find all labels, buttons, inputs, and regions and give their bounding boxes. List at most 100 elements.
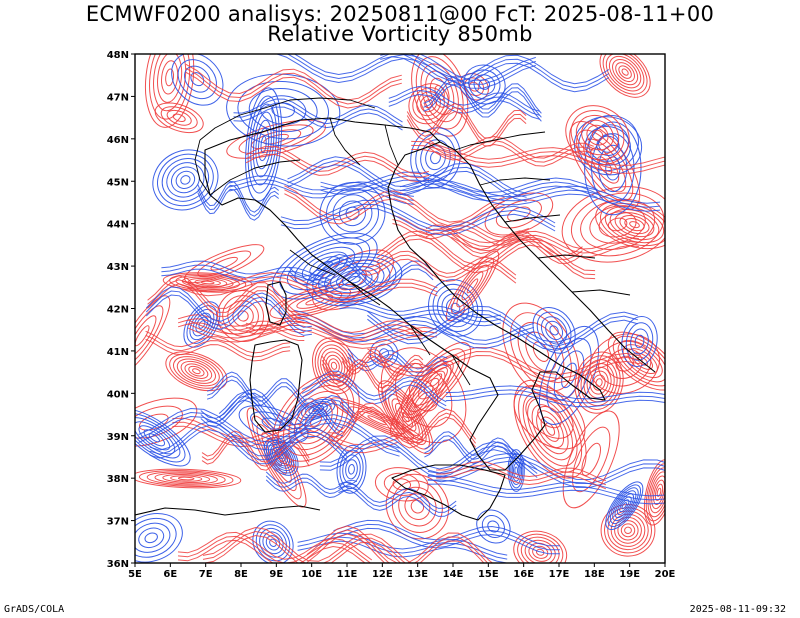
positive-vorticity-band bbox=[376, 230, 596, 272]
positive-vorticity-contour bbox=[402, 377, 440, 423]
positive-vorticity-band bbox=[185, 67, 402, 105]
negative-vorticity-contour bbox=[545, 320, 564, 341]
negative-vorticity-band bbox=[293, 54, 536, 81]
positive-vorticity-band bbox=[392, 219, 530, 242]
positive-vorticity-contour bbox=[649, 471, 665, 514]
negative-vorticity-contour bbox=[183, 301, 221, 348]
positive-vorticity-contour bbox=[227, 300, 259, 332]
positive-vorticity-band bbox=[147, 283, 305, 324]
positive-vorticity-contour bbox=[391, 480, 443, 533]
positive-vorticity-contour bbox=[612, 58, 639, 86]
positive-vorticity-band bbox=[177, 318, 305, 337]
positive-vorticity-contour bbox=[654, 483, 664, 501]
positive-vorticity-contour bbox=[528, 542, 552, 562]
positive-vorticity-contour bbox=[154, 472, 218, 485]
positive-vorticity-contour bbox=[618, 65, 632, 79]
negative-vorticity-contour bbox=[476, 509, 511, 544]
positive-vorticity-contour bbox=[621, 68, 629, 76]
lon-tick-label: 17E bbox=[549, 569, 570, 580]
positive-vorticity-band bbox=[147, 279, 305, 320]
negative-vorticity-contour bbox=[306, 253, 403, 307]
negative-vorticity-band bbox=[197, 188, 280, 221]
positive-vorticity-band bbox=[177, 539, 366, 563]
positive-vorticity-band bbox=[411, 140, 665, 166]
positive-vorticity-contour bbox=[404, 493, 431, 520]
positive-vorticity-contour bbox=[135, 325, 150, 347]
negative-vorticity-band bbox=[409, 54, 610, 85]
positive-vorticity-contour bbox=[144, 54, 195, 128]
positive-vorticity-band bbox=[361, 250, 517, 276]
positive-vorticity-band bbox=[185, 71, 402, 109]
negative-vorticity-contour bbox=[596, 135, 620, 156]
negative-vorticity-band bbox=[297, 536, 508, 560]
positive-vorticity-contour bbox=[620, 523, 636, 538]
negative-vorticity-band bbox=[233, 98, 403, 123]
italy-coastline bbox=[204, 117, 606, 471]
positive-vorticity-contour bbox=[423, 367, 448, 394]
lon-tick-label: 9E bbox=[269, 569, 283, 580]
negative-vorticity-contour bbox=[259, 527, 287, 558]
negative-vorticity-contour bbox=[170, 166, 200, 194]
positive-vorticity-band bbox=[425, 232, 583, 264]
lat-tick-label: 42N bbox=[107, 305, 129, 316]
positive-vorticity-contour bbox=[645, 463, 665, 522]
negative-vorticity-band bbox=[445, 389, 665, 404]
positive-vorticity-contour bbox=[576, 129, 634, 202]
positive-vorticity-band bbox=[245, 317, 423, 338]
positive-vorticity-contour bbox=[605, 54, 645, 92]
negative-vorticity-band bbox=[149, 428, 348, 465]
positive-vorticity-contour bbox=[520, 536, 560, 563]
positive-vorticity-contour bbox=[589, 205, 646, 244]
chart-subtitle: Relative Vorticity 850mb bbox=[267, 22, 533, 46]
positive-vorticity-band bbox=[185, 63, 402, 101]
negative-vorticity-contour bbox=[135, 522, 171, 553]
negative-vorticity-band bbox=[388, 93, 540, 120]
positive-vorticity-contour bbox=[599, 54, 651, 98]
positive-vorticity-contour bbox=[170, 475, 203, 482]
lat-tick-label: 36N bbox=[107, 559, 129, 570]
lon-tick-label: 15E bbox=[478, 569, 499, 580]
positive-vorticity-contour bbox=[192, 368, 201, 375]
negative-vorticity-band bbox=[423, 76, 542, 114]
positive-vorticity-contour bbox=[562, 410, 620, 509]
positive-vorticity-band bbox=[328, 406, 477, 445]
negative-vorticity-contour bbox=[336, 269, 373, 290]
negative-vorticity-band bbox=[388, 85, 540, 112]
negative-vorticity-contour bbox=[607, 484, 642, 528]
positive-vorticity-band bbox=[202, 526, 412, 563]
positive-vorticity-contour bbox=[398, 486, 437, 527]
positive-vorticity-band bbox=[201, 434, 310, 467]
negative-vorticity-band bbox=[367, 313, 638, 351]
positive-vorticity-contour bbox=[138, 470, 234, 487]
negative-vorticity-contour bbox=[588, 124, 629, 162]
positive-vorticity-contour bbox=[598, 340, 652, 387]
negative-vorticity-contour bbox=[271, 232, 378, 300]
positive-vorticity-contour bbox=[643, 459, 665, 526]
negative-vorticity-contour bbox=[152, 149, 219, 211]
positive-vorticity-contour bbox=[165, 68, 175, 87]
positive-vorticity-band bbox=[367, 350, 640, 380]
positive-vorticity-band bbox=[245, 153, 430, 183]
negative-vorticity-band bbox=[319, 443, 538, 478]
negative-vorticity-contour bbox=[190, 72, 205, 87]
positive-vorticity-contour bbox=[540, 416, 560, 442]
negative-vorticity-band bbox=[427, 452, 665, 481]
positive-vorticity-contour bbox=[162, 474, 211, 483]
internal-borders bbox=[209, 117, 631, 386]
positive-vorticity-band bbox=[202, 534, 402, 563]
negative-vorticity-band bbox=[275, 54, 536, 89]
negative-vorticity-band bbox=[399, 187, 661, 212]
positive-vorticity-contour bbox=[574, 351, 624, 414]
negative-vorticity-contour bbox=[621, 502, 628, 510]
negative-vorticity-band bbox=[297, 540, 508, 563]
positive-vorticity-contour bbox=[575, 114, 620, 156]
negative-vorticity-contour bbox=[269, 538, 277, 547]
lon-tick-label: 12E bbox=[372, 569, 393, 580]
positive-vorticity-band bbox=[450, 228, 639, 250]
negative-vorticity-band bbox=[280, 199, 556, 228]
positive-vorticity-contour bbox=[392, 478, 412, 491]
positive-vorticity-band bbox=[450, 232, 639, 254]
positive-vorticity-contour bbox=[396, 370, 446, 430]
lon-tick-label: 14E bbox=[443, 569, 464, 580]
